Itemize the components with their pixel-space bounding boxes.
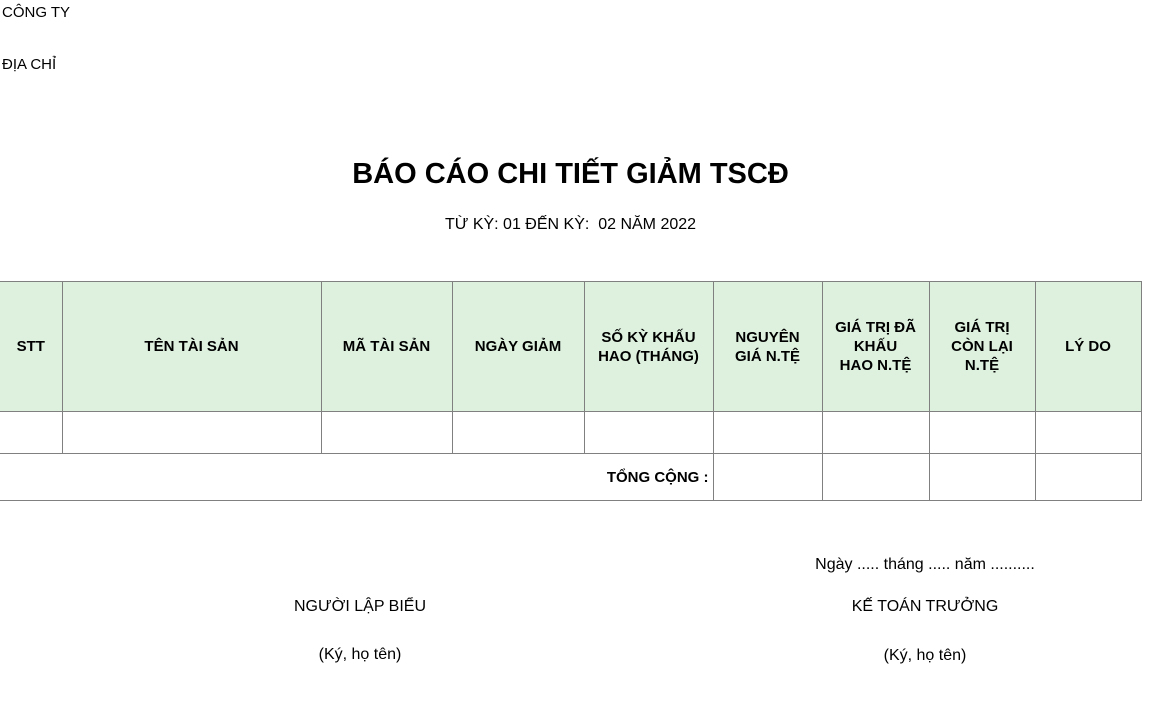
cell-so-ky-khau-hao [583, 411, 714, 454]
column-header-nguyen-gia: NGUYÊN GIÁ N.TỆ [712, 281, 823, 412]
cell-nguyen-gia [712, 411, 823, 454]
total-label-cell: TỔNG CỘNG : [0, 453, 714, 501]
column-header-ly-do: LÝ DO [1034, 281, 1142, 412]
total-nguyen-gia [712, 453, 823, 501]
cell-ten-tai-san [61, 411, 322, 454]
asset-reduction-table: STT TÊN TÀI SẢN MÃ TÀI SẢN NGÀY GIẢM SỐ … [0, 281, 1142, 501]
cell-gia-tri-da-khau-hao [821, 411, 930, 454]
signature-right-subtitle: (Ký, họ tên) [883, 647, 967, 664]
signature-left-title: NGƯỜI LẬP BIỂU [293, 598, 426, 615]
signature-left-subtitle: (Ký, họ tên) [318, 646, 402, 663]
address-label: ĐỊA CHỈ [2, 56, 57, 73]
column-header-ma-tai-san: MÃ TÀI SẢN [320, 281, 453, 412]
column-header-so-ky-khau-hao: SỐ KỲ KHẤU HAO (THÁNG) [583, 281, 714, 412]
column-header-stt: STT [0, 281, 63, 412]
table-total-row: TỔNG CỘNG : [0, 453, 1142, 501]
column-header-ten-tai-san: TÊN TÀI SẢN [61, 281, 322, 412]
table-row [0, 411, 1142, 454]
cell-ma-tai-san [320, 411, 453, 454]
total-ly-do [1034, 453, 1142, 501]
company-label: CÔNG TY [2, 4, 71, 21]
cell-ngay-giam [451, 411, 585, 454]
cell-gia-tri-con-lai [928, 411, 1036, 454]
signature-date-line: Ngày ..... tháng ..... năm .......... [815, 556, 1035, 573]
report-title: BÁO CÁO CHI TIẾT GIẢM TSCĐ [352, 158, 789, 190]
cell-stt [0, 411, 63, 454]
cell-ly-do [1034, 411, 1142, 454]
signature-right-title: KẾ TOÁN TRƯỞNG [851, 598, 999, 615]
total-gia-tri-con-lai [928, 453, 1036, 501]
report-period-line: TỪ KỲ: 01 ĐẾN KỲ: 02 NĂM 2022 [444, 216, 697, 233]
column-header-ngay-giam: NGÀY GIẢM [451, 281, 585, 412]
total-gia-tri-da-khau-hao [821, 453, 930, 501]
table-header-row: STT TÊN TÀI SẢN MÃ TÀI SẢN NGÀY GIẢM SỐ … [0, 281, 1142, 412]
column-header-gia-tri-con-lai: GIÁ TRỊ CÒN LẠI N.TỆ [928, 281, 1036, 412]
column-header-gia-tri-da-khau-hao: GIÁ TRỊ ĐÃ KHẤU HAO N.TỆ [821, 281, 930, 412]
